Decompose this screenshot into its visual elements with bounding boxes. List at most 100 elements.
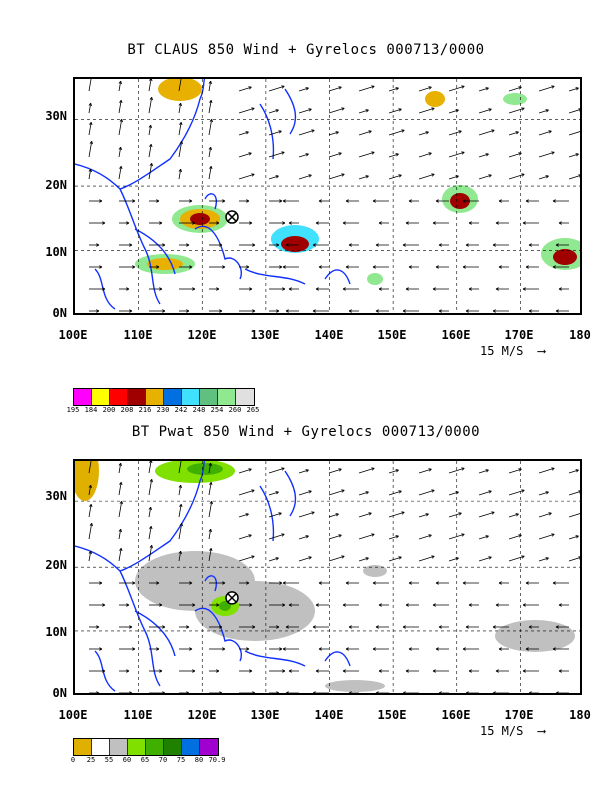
wind-vector-head — [528, 243, 532, 247]
wind-vector-head — [342, 669, 346, 673]
wind-vector-head — [402, 309, 406, 313]
lat-label-20n: 20N — [45, 178, 67, 192]
wind-vector — [238, 489, 255, 496]
gyre-location-icon[interactable] — [225, 591, 239, 605]
wind-vector — [478, 469, 489, 474]
wind-vector-head — [179, 503, 183, 508]
wind-vector-head — [119, 481, 123, 486]
wind-vector-head — [495, 287, 499, 291]
wind-vector-head — [148, 124, 152, 129]
wind-vector-head — [178, 168, 182, 173]
wind-vector — [358, 130, 372, 136]
wind-vector-head — [246, 199, 250, 203]
wind-vector-head — [248, 86, 252, 90]
wind-scale-label: 15 M/S — [480, 724, 524, 738]
wind-vector-head — [159, 287, 163, 291]
wind-vector-head — [548, 130, 552, 134]
wind-vector — [238, 534, 252, 540]
wind-vector — [208, 463, 212, 474]
wind-vector-head — [126, 287, 130, 291]
wind-vector-head — [102, 669, 106, 673]
lon-label-100e: 100E — [58, 708, 88, 722]
wind-vector — [538, 512, 552, 518]
legend-tick-label: 265 — [246, 406, 260, 414]
field-contour — [495, 620, 575, 652]
wind-vector-head — [219, 309, 223, 313]
wind-vector-head — [249, 603, 253, 607]
wind-vector-head — [528, 691, 532, 693]
wind-vector-head — [525, 647, 529, 651]
wind-vector-head — [341, 173, 345, 177]
wind-vector-head — [395, 535, 399, 539]
wind-vector-head — [99, 199, 103, 203]
wind-vector — [538, 175, 549, 180]
wind-vector — [208, 548, 212, 562]
wind-vector-head — [558, 221, 562, 225]
wind-vector-head — [189, 647, 193, 651]
gyre-location-icon[interactable] — [225, 210, 239, 224]
wind-vector — [358, 151, 375, 158]
wind-vector — [568, 131, 580, 136]
wind-vector-head — [246, 647, 250, 651]
legend-tick-label: 70 — [158, 756, 168, 764]
wind-vector-head — [462, 581, 466, 585]
legend-tick-label: 0 — [70, 756, 76, 764]
wind-vector-head — [178, 484, 182, 489]
wind-vector — [298, 174, 312, 180]
field-contour — [187, 463, 223, 475]
wind-vector — [208, 147, 212, 158]
legend-tick-label: 254 — [210, 406, 224, 414]
wind-vector — [148, 461, 152, 474]
wind-vector-head — [159, 221, 163, 225]
wind-vector-head — [495, 221, 499, 225]
wind-vector-head — [465, 309, 469, 313]
legend-swatch — [236, 389, 254, 405]
wind-vector-head — [156, 581, 160, 585]
wind-vector-head — [129, 691, 133, 693]
field-contour — [503, 93, 527, 105]
wind-vector-head — [189, 265, 193, 269]
wind-vector-head — [515, 131, 519, 135]
wind-vector-head — [118, 462, 122, 467]
wind-vector — [328, 107, 345, 114]
lon-label-110e: 110E — [123, 328, 153, 342]
wind-vector-head — [555, 243, 559, 247]
wind-vector-head — [431, 107, 435, 111]
wind-vector-head — [209, 481, 213, 486]
lon-label-130e: 130E — [250, 328, 280, 342]
wind-vector-head — [375, 309, 379, 313]
wind-vector — [208, 100, 212, 114]
wind-vector-head — [578, 174, 580, 178]
wind-vector-head — [521, 107, 525, 111]
wind-vector — [208, 482, 212, 496]
claus-map[interactable] — [73, 77, 582, 315]
wind-vector — [358, 512, 372, 518]
wind-vector-head — [281, 151, 285, 155]
legend-tick-label: 65 — [140, 756, 150, 764]
lat-label-10n: 10N — [45, 245, 67, 259]
wind-vector — [448, 533, 465, 540]
wind-vector-head — [551, 533, 555, 537]
lon-label-130e: 130E — [250, 708, 280, 722]
pwat-map[interactable] — [73, 459, 582, 695]
field-contour — [425, 91, 445, 107]
wind-vector-head — [462, 199, 466, 203]
wind-vector-head — [378, 603, 382, 607]
wind-vector-head — [119, 99, 123, 104]
wind-vector-head — [245, 513, 249, 517]
wind-vector-head — [275, 557, 279, 561]
wind-vector — [478, 108, 492, 114]
wind-vector-head — [186, 243, 190, 247]
wind-vector-head — [378, 221, 382, 225]
wind-vector-head — [278, 130, 282, 134]
wind-vector — [538, 109, 549, 114]
wind-vector-head — [368, 130, 372, 134]
wind-vector-head — [342, 287, 346, 291]
wind-vector-head — [192, 669, 196, 673]
wind-vector — [508, 513, 519, 518]
wind-vector-head — [435, 581, 439, 585]
legend-swatch — [146, 739, 164, 755]
legend-swatch — [110, 739, 128, 755]
wind-vector — [568, 557, 580, 562]
wind-vector-head — [89, 522, 93, 527]
